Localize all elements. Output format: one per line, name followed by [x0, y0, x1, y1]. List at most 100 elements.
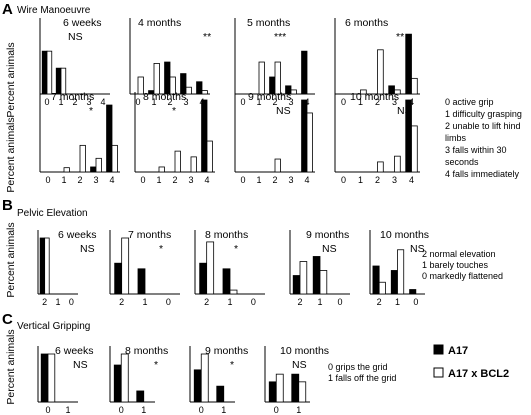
x-tick-label: 2 [375, 97, 380, 107]
chart-a-4: 0 1 2 3 47 months* [39, 91, 120, 185]
significance-annotation: ** [396, 31, 404, 43]
x-tick-label: 1 [141, 405, 146, 415]
bar-a17-cat-4 [405, 33, 412, 95]
chart-title: 10 months [380, 229, 429, 241]
bar-a17-x-bcl2-cat-1 [360, 89, 367, 95]
x-tick-label: 0 [69, 297, 74, 307]
bar-a17-x-bcl2-cat-0 [120, 353, 129, 403]
chart-title: 5 months [247, 17, 290, 29]
legend-c-1: 1 falls off the grid [328, 373, 396, 383]
key-a17-bcl2-swatch [433, 367, 444, 378]
x-tick-label: 1 [142, 297, 147, 307]
chart-title: 8 months [205, 229, 248, 241]
bar-a17-x-bcl2-cat-1 [63, 167, 70, 173]
x-tick-label: 0 [337, 297, 342, 307]
bar-a17-x-bcl2-cat-1 [60, 67, 67, 95]
bar-a17-x-bcl2-cat-2 [121, 237, 130, 295]
x-tick-label: 2 [272, 175, 277, 185]
legend-pelvic-elevation: 2 normal elevation 1 barely touches 0 ma… [422, 249, 503, 281]
x-tick-label: 1 [358, 97, 363, 107]
significance-annotation: NS [397, 105, 412, 117]
significance-annotation: NS [410, 243, 425, 255]
x-tick-label: 0 [166, 297, 171, 307]
x-tick-label: 0 [199, 405, 204, 415]
bar-a17-cat-0 [409, 289, 417, 295]
chart-c-14: 0 1 8 months * [109, 345, 168, 415]
x-tick-label: 1 [61, 175, 66, 185]
bar-a17-x-bcl2-cat-4 [201, 90, 208, 95]
key-a17-label: A17 [448, 345, 468, 357]
bar-a17-cat-4 [301, 50, 308, 95]
legend-b-1: 1 barely touches [422, 260, 489, 270]
x-tick-label: 2 [375, 175, 380, 185]
bar-a17-x-bcl2-cat-3 [394, 89, 401, 95]
chart-title: 8 months [143, 91, 186, 103]
x-tick-label: 0 [251, 297, 256, 307]
bar-a17-cat-1 [390, 270, 398, 295]
chart-b-9: 2 1 0 7 months * [109, 229, 180, 307]
x-tick-label: 4 [409, 175, 414, 185]
chart-a-7: 0 1 2 3 4 10 months NS [334, 91, 420, 185]
section-c-letter: C [2, 311, 13, 328]
significance-annotation: * [230, 359, 234, 371]
x-tick-label: 3 [93, 175, 98, 185]
bar-a17-x-bcl2-cat-4 [306, 112, 313, 173]
x-tick-label: 0 [45, 175, 50, 185]
chart-c-16: 0 1 10 months NS [264, 345, 329, 415]
x-tick-label: 3 [392, 97, 397, 107]
x-tick-label: 0 [341, 175, 346, 185]
legend-a-3: limbs [445, 133, 467, 143]
chart-title: 6 weeks [55, 345, 94, 357]
bar-a17-cat-1 [312, 256, 321, 295]
legend-a-6: 4 falls immediately [445, 169, 520, 179]
chart-a-2: 012345 months*** [234, 17, 315, 107]
x-tick-label: 2 [204, 297, 209, 307]
significance-annotation: NS [276, 105, 291, 117]
section-b-title: Pelvic Elevation [17, 208, 88, 219]
chart-title: 10 months [350, 91, 399, 103]
legend-a-0: 0 active grip [445, 97, 494, 107]
legend-a-4: 3 falls within 30 [445, 145, 507, 155]
bar-a17-cat-2 [199, 262, 208, 295]
x-tick-label: 1 [358, 175, 363, 185]
x-tick-label: 2 [272, 97, 277, 107]
x-tick-label: 2 [167, 97, 172, 107]
x-tick-label: 1 [395, 297, 400, 307]
legend-c-0: 0 grips the grid [328, 362, 388, 372]
bar-a17-x-bcl2-cat-2 [378, 281, 386, 295]
x-tick-label: 0 [45, 405, 50, 415]
x-tick-label: 4 [304, 175, 309, 185]
chart-title: 9 months [306, 229, 349, 241]
bar-a17-cat-1 [216, 385, 225, 403]
bar-a17-cat-4 [201, 99, 208, 173]
bar-a17-cat-4 [301, 99, 308, 173]
x-tick-label: 0 [135, 97, 140, 107]
x-tick-label: 1 [256, 97, 261, 107]
bar-a17-x-bcl2-cat-2 [274, 61, 281, 95]
ylabel-row-1: Percent animals [5, 42, 17, 117]
chart-title: 4 months [138, 17, 181, 29]
significance-annotation: NS [68, 31, 83, 43]
bar-a17-x-bcl2-cat-1 [158, 166, 165, 173]
x-tick-label: 0 [119, 405, 124, 415]
bar-a17-cat-3 [180, 73, 187, 95]
chart-b-8: 2 1 0 6 weeks NS [37, 229, 97, 307]
significance-annotation: ** [203, 31, 211, 43]
chart-title: 6 months [345, 17, 388, 29]
chart-title: 7 months [51, 91, 94, 103]
x-tick-label: 1 [156, 175, 161, 185]
significance-annotation: NS [80, 243, 95, 255]
section-a-letter: A [2, 1, 13, 18]
chart-c-15: 0 1 9 months * [189, 345, 248, 415]
significance-annotation: * [172, 105, 176, 117]
x-tick-label: 1 [58, 97, 63, 107]
x-tick-label: 0 [240, 97, 245, 107]
bar-a17-cat-2 [39, 237, 46, 295]
section-b-letter: B [2, 197, 13, 214]
bar-a17-x-bcl2-cat-4 [411, 77, 418, 95]
chart-b-11: 2 1 0 9 months NS [289, 229, 350, 307]
bar-a17-x-bcl2-cat-2 [174, 150, 181, 173]
x-tick-label: 0 [44, 97, 49, 107]
